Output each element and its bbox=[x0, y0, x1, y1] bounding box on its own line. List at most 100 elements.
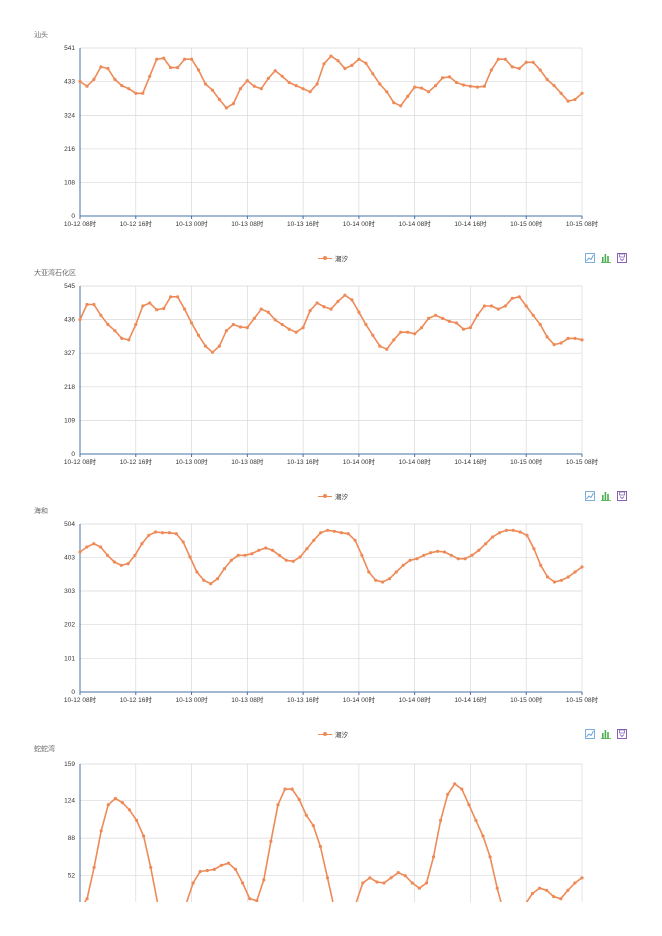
x-tick-label: 10-15 08时 bbox=[566, 695, 599, 704]
data-point bbox=[354, 902, 357, 905]
chart-panel-1: 汕头 0 108 216 324 433 541 10-12 08时 10-12 16时 10-… bbox=[0, 30, 662, 265]
data-point bbox=[495, 886, 499, 890]
data-point bbox=[489, 304, 493, 308]
y-tick-label: 108 bbox=[64, 179, 75, 186]
line-chart-icon[interactable] bbox=[585, 491, 595, 501]
data-point bbox=[308, 309, 312, 313]
line-chart: 0 108 216 324 433 541 10-12 08时 10-12 16时 10-13 … bbox=[64, 45, 599, 228]
save-image-icon[interactable] bbox=[617, 491, 627, 501]
data-point bbox=[449, 553, 453, 557]
data-point bbox=[270, 548, 275, 552]
data-point bbox=[229, 558, 233, 562]
data-point bbox=[367, 570, 371, 574]
data-point bbox=[387, 577, 392, 581]
data-point bbox=[552, 895, 556, 899]
data-point bbox=[531, 60, 535, 64]
save-image-icon[interactable] bbox=[617, 253, 627, 263]
x-tick-label: 10-14 16时 bbox=[454, 695, 487, 704]
data-point bbox=[112, 560, 116, 564]
data-point bbox=[497, 531, 502, 535]
series-line bbox=[79, 294, 583, 354]
x-tick-label: 10-13 16时 bbox=[287, 457, 320, 466]
data-point bbox=[294, 84, 298, 88]
data-point bbox=[120, 336, 124, 340]
chart-legend[interactable]: 潮汐 bbox=[318, 253, 348, 263]
data-point bbox=[176, 66, 180, 70]
data-point bbox=[183, 57, 187, 61]
data-point bbox=[413, 85, 417, 89]
data-point bbox=[134, 91, 138, 95]
data-point bbox=[441, 76, 445, 80]
data-point bbox=[420, 326, 424, 330]
data-point bbox=[538, 322, 542, 327]
data-point bbox=[406, 94, 410, 98]
data-point bbox=[133, 553, 137, 557]
line-chart-icon[interactable] bbox=[585, 729, 595, 739]
data-point bbox=[105, 553, 110, 557]
data-point bbox=[169, 66, 173, 70]
y-tick-label: 403 bbox=[64, 555, 75, 562]
data-point bbox=[212, 867, 216, 871]
data-point bbox=[552, 343, 556, 347]
data-point bbox=[580, 565, 584, 569]
data-point bbox=[120, 84, 124, 88]
data-point bbox=[149, 865, 153, 869]
data-point bbox=[461, 327, 466, 331]
data-point bbox=[224, 329, 228, 333]
bar-chart-icon[interactable] bbox=[601, 253, 611, 263]
legend-label: 潮汐 bbox=[335, 494, 348, 501]
data-point bbox=[287, 80, 291, 85]
data-point bbox=[147, 533, 151, 537]
legend-label: 潮汐 bbox=[335, 732, 348, 739]
data-point bbox=[371, 333, 375, 337]
data-point bbox=[580, 338, 584, 342]
data-point bbox=[436, 549, 440, 553]
y-tick-label: 0 bbox=[71, 213, 75, 220]
x-tick-label: 10-14 08时 bbox=[399, 695, 432, 704]
y-tick-label: 101 bbox=[64, 655, 75, 662]
data-point bbox=[441, 316, 445, 320]
data-point bbox=[155, 57, 159, 61]
data-point bbox=[481, 834, 485, 838]
x-tick-label: 10-13 16时 bbox=[287, 695, 320, 704]
y-tick-label: 324 bbox=[64, 112, 75, 119]
data-point bbox=[135, 818, 139, 822]
bar-chart-icon[interactable] bbox=[601, 729, 611, 739]
data-point bbox=[92, 542, 96, 546]
data-point bbox=[503, 913, 506, 916]
data-point bbox=[364, 61, 368, 65]
data-point bbox=[329, 54, 333, 58]
data-point bbox=[245, 326, 249, 330]
data-point bbox=[357, 57, 361, 61]
data-point bbox=[185, 902, 188, 905]
data-point bbox=[374, 578, 378, 582]
y-tick-label: 159 bbox=[64, 761, 75, 768]
data-point bbox=[447, 75, 452, 79]
data-point bbox=[224, 106, 228, 110]
data-point bbox=[429, 551, 433, 555]
data-point bbox=[78, 908, 81, 911]
x-tick-label: 10-12 08时 bbox=[64, 695, 97, 704]
line-chart-icon[interactable] bbox=[585, 253, 595, 263]
data-point bbox=[322, 305, 326, 309]
chart-legend[interactable]: 潮汐 bbox=[318, 729, 348, 739]
data-point bbox=[294, 330, 298, 334]
data-point bbox=[195, 570, 199, 574]
x-tick-label: 10-13 00时 bbox=[175, 695, 208, 704]
save-image-icon[interactable] bbox=[617, 729, 627, 739]
data-point bbox=[190, 57, 194, 61]
data-point bbox=[427, 90, 431, 94]
legend-swatch bbox=[318, 255, 332, 261]
bar-chart-icon[interactable] bbox=[601, 491, 611, 501]
data-point bbox=[113, 77, 117, 81]
series-line bbox=[79, 55, 583, 109]
chart-legend[interactable]: 潮汐 bbox=[318, 491, 348, 501]
data-point bbox=[503, 304, 507, 308]
data-point bbox=[190, 321, 194, 325]
data-point bbox=[517, 295, 521, 299]
data-point bbox=[378, 82, 382, 86]
data-point bbox=[312, 538, 316, 542]
series-group bbox=[78, 528, 584, 586]
data-point bbox=[530, 891, 535, 896]
data-point bbox=[463, 557, 467, 561]
